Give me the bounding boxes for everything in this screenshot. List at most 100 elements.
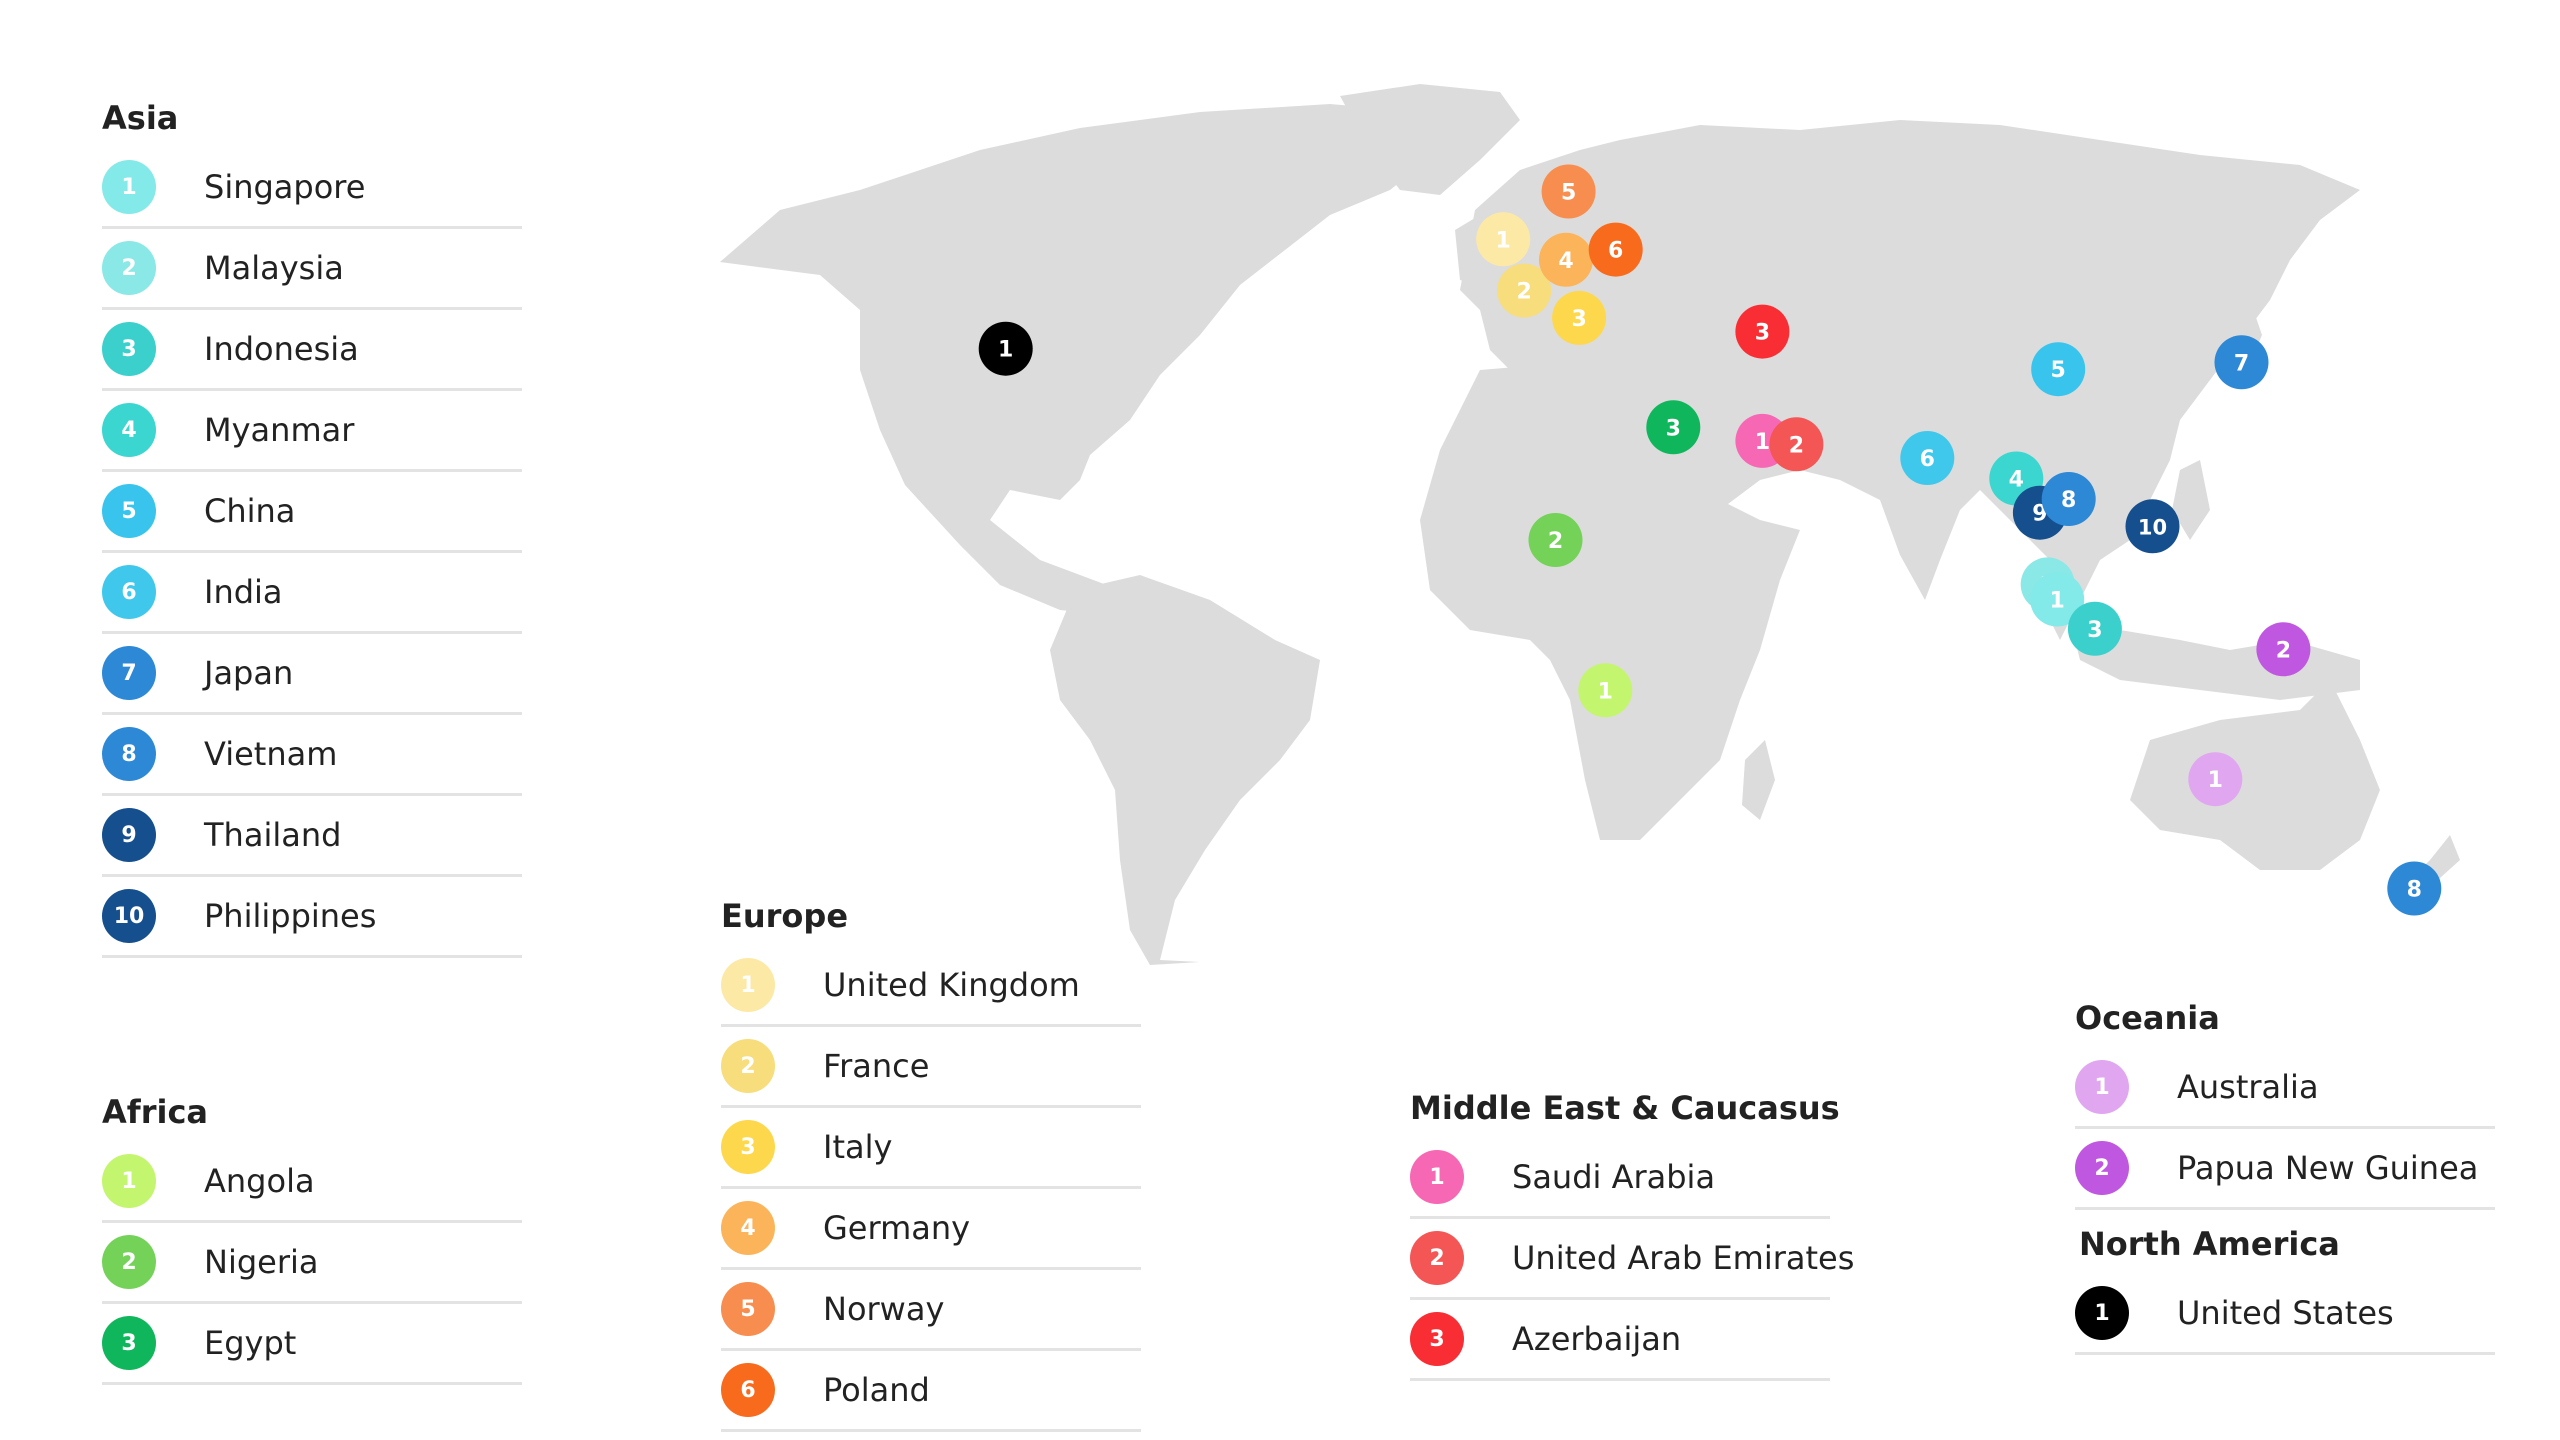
map-marker-label: 8 xyxy=(2407,878,2422,903)
legend-badge: 10 xyxy=(102,889,156,943)
map-marker: 6 xyxy=(1900,431,1955,485)
map-marker-dot xyxy=(2041,472,2096,526)
legend-item: 7 Japan xyxy=(102,634,522,715)
map-marker-label: 5 xyxy=(1561,181,1576,206)
legend-item: 1 Singapore xyxy=(102,148,522,229)
legend-item: 8 Vietnam xyxy=(102,715,522,796)
legend-item: 10 Philippines xyxy=(102,877,522,958)
map-marker: 5 xyxy=(2031,342,2086,397)
map-marker: 1 xyxy=(2188,752,2243,807)
map-marker-label: 2 xyxy=(2276,638,2291,663)
map-marker-dot xyxy=(1646,400,1701,455)
map-marker-dot xyxy=(1552,290,1607,345)
legend-item: 5 China xyxy=(102,472,522,553)
legend-badge: 8 xyxy=(102,727,156,781)
map-marker-label: 5 xyxy=(2051,358,2066,383)
legend-label: Thailand xyxy=(204,816,342,854)
legend-item: 4 Myanmar xyxy=(102,391,522,472)
legend-item: 3 Italy xyxy=(721,1108,1141,1189)
legend-north-america-title: North America xyxy=(2079,1225,2340,1263)
legend-item: 4 Germany xyxy=(721,1189,1141,1270)
legend-item: 6 India xyxy=(102,553,522,634)
map-marker-label: 8 xyxy=(2061,488,2076,513)
map-marker: 1 xyxy=(1578,663,1633,718)
legend-badge: 2 xyxy=(1410,1231,1464,1285)
map-marker-dot xyxy=(1578,663,1633,718)
legend-label: Japan xyxy=(204,654,294,692)
legend-badge: 7 xyxy=(102,646,156,700)
legend-label: India xyxy=(204,573,283,611)
legend-badge: 4 xyxy=(721,1201,775,1255)
legend-label: Saudi Arabia xyxy=(1512,1158,1716,1196)
land-north-america xyxy=(720,104,1500,615)
legend-item: 2 Malaysia xyxy=(102,229,522,310)
legend-label: France xyxy=(823,1047,930,1085)
legend-badge: 2 xyxy=(2075,1141,2129,1195)
legend-item: 2 United Arab Emirates xyxy=(1410,1219,1854,1300)
map-marker: 2 xyxy=(1769,417,1824,472)
map-marker: 7 xyxy=(2214,335,2269,390)
map-marker-dot xyxy=(2125,499,2180,554)
legend-label: Germany xyxy=(823,1209,971,1247)
legend-badge: 3 xyxy=(102,1316,156,1370)
legend-middle-east-title: Middle East & Caucasus xyxy=(1410,1089,1840,1127)
legend-badge: 1 xyxy=(102,1154,156,1208)
legend-africa-list: 1 Angola 2 Nigeria 3 Egypt xyxy=(102,1142,522,1385)
map-marker-dot xyxy=(2030,572,2085,627)
legend-asia-title: Asia xyxy=(102,99,179,137)
legend-item: 3 Azerbaijan xyxy=(1410,1300,1830,1381)
map-marker-dot xyxy=(2031,342,2086,397)
map-marker-dot xyxy=(1769,417,1824,472)
map-marker-label: 1 xyxy=(2208,768,2223,793)
legend-item: 1 United States xyxy=(2075,1274,2495,1355)
legend-label: Poland xyxy=(823,1371,930,1409)
map-marker: 3 xyxy=(1735,304,1790,359)
map-marker-label: 10 xyxy=(2138,515,2167,539)
land-philippines xyxy=(2172,460,2210,540)
map-marker-label: 3 xyxy=(1755,321,1770,346)
legend-europe-list: 1 United Kingdom 2 France 3 Italy 4 Germany 5 Nor… xyxy=(721,946,1141,1432)
legend-label: Singapore xyxy=(204,168,366,206)
legend-badge: 3 xyxy=(1410,1312,1464,1366)
map-marker-label: 4 xyxy=(2009,468,2024,493)
legend-badge: 1 xyxy=(2075,1060,2129,1114)
legend-label: Myanmar xyxy=(204,411,355,449)
map-marker-label: 1 xyxy=(1755,430,1770,455)
map-markers: 112345631232156749810213218 xyxy=(978,164,2442,916)
map-marker-label: 7 xyxy=(2234,351,2249,376)
map-marker: 3 xyxy=(2067,601,2122,656)
legend-asia-list: 1 Singapore 2 Malaysia 3 Indonesia 4 Myanmar 5 Ch… xyxy=(102,148,522,958)
legend-middle-east-list: 1 Saudi Arabia 2 United Arab Emirates 3 Azerb… xyxy=(1410,1138,1854,1381)
land-madagascar xyxy=(1742,740,1775,820)
map-marker-dot xyxy=(1528,513,1583,567)
legend-badge: 2 xyxy=(102,1235,156,1289)
legend-item: 2 Papua New Guinea xyxy=(2075,1129,2495,1210)
legend-badge: 3 xyxy=(721,1120,775,1174)
map-marker: 2 xyxy=(2256,622,2311,677)
legend-oceania-title: Oceania xyxy=(2075,999,2220,1037)
legend-label: China xyxy=(204,492,296,530)
land-australia xyxy=(2130,680,2380,870)
map-marker-label: 6 xyxy=(1608,239,1623,264)
map-marker: 1 xyxy=(2030,572,2085,627)
map-marker-dot xyxy=(1588,222,1643,277)
legend-oceania-list: 1 Australia 2 Papua New Guinea xyxy=(2075,1048,2495,1210)
map-marker-label: 3 xyxy=(1666,416,1681,441)
legend-label: Australia xyxy=(2177,1068,2319,1106)
map-marker-dot xyxy=(1735,304,1790,359)
legend-item: 1 Angola xyxy=(102,1142,522,1223)
legend-item: 3 Indonesia xyxy=(102,310,522,391)
map-marker: 5 xyxy=(1541,164,1596,219)
map-marker-dot xyxy=(978,321,1033,376)
map-marker-label: 6 xyxy=(1920,447,1935,472)
legend-badge: 4 xyxy=(102,403,156,457)
land-masses xyxy=(720,84,2460,965)
map-marker: 2 xyxy=(1528,513,1583,567)
land-africa xyxy=(1420,365,1800,840)
legend-label: Angola xyxy=(204,1162,315,1200)
map-marker: 6 xyxy=(1588,222,1643,277)
map-marker-dot xyxy=(2188,752,2243,807)
map-marker-label: 3 xyxy=(1571,307,1586,332)
legend-badge: 3 xyxy=(102,322,156,376)
legend-label: Azerbaijan xyxy=(1512,1320,1682,1358)
